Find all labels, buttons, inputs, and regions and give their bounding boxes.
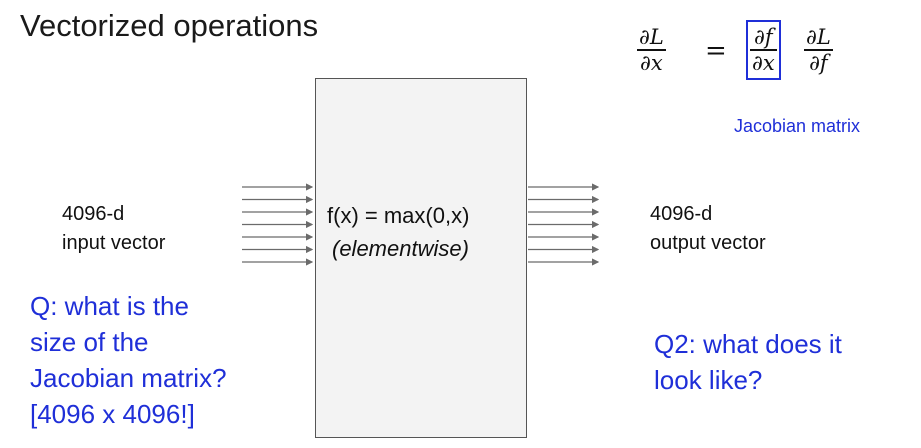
dl-dx-fraction: ∂L ∂x (637, 25, 666, 75)
output-arrows (528, 183, 600, 266)
question-2-line: Q2: what does it (654, 329, 842, 359)
question-1: Q: what is the size of the Jacobian matr… (30, 288, 227, 432)
function-formula: f(x) = max(0,x) (327, 203, 470, 228)
fraction-bar (750, 49, 777, 51)
input-dimension: 4096-d (62, 203, 125, 225)
question-2-line: look like? (654, 365, 763, 395)
equals-sign: = (705, 36, 727, 66)
question-1-answer: [4096 x 4096!] (30, 399, 195, 429)
question-1-line: Q: what is the (30, 291, 189, 321)
elementwise-label: (elementwise) (332, 236, 469, 261)
output-dimension: 4096-d (650, 203, 713, 225)
jacobian-highlight-box: ∂f ∂x (746, 20, 781, 80)
input-vector-label: input vector (62, 232, 166, 254)
df-dx-numerator: ∂f (754, 25, 773, 49)
fraction-bar (804, 49, 833, 51)
question-1-line: size of the (30, 327, 149, 357)
dl-dx-denominator: ∂x (640, 51, 663, 75)
dl-df-numerator: ∂L (806, 25, 831, 49)
dl-df-fraction: ∂L ∂f (804, 25, 833, 75)
dl-dx-numerator: ∂L (639, 25, 664, 49)
dl-df-denominator: ∂f (809, 51, 828, 75)
fraction-bar (637, 49, 666, 51)
slide-title: Vectorized operations (20, 8, 319, 43)
question-1-line: Jacobian matrix? (30, 363, 227, 393)
df-dx-denominator: ∂x (752, 51, 775, 75)
question-2: Q2: what does it look like? (654, 326, 842, 398)
input-arrows (242, 183, 314, 266)
jacobian-matrix-label: Jacobian matrix (734, 116, 861, 136)
output-vector-label: output vector (650, 232, 766, 254)
function-box (315, 78, 527, 438)
